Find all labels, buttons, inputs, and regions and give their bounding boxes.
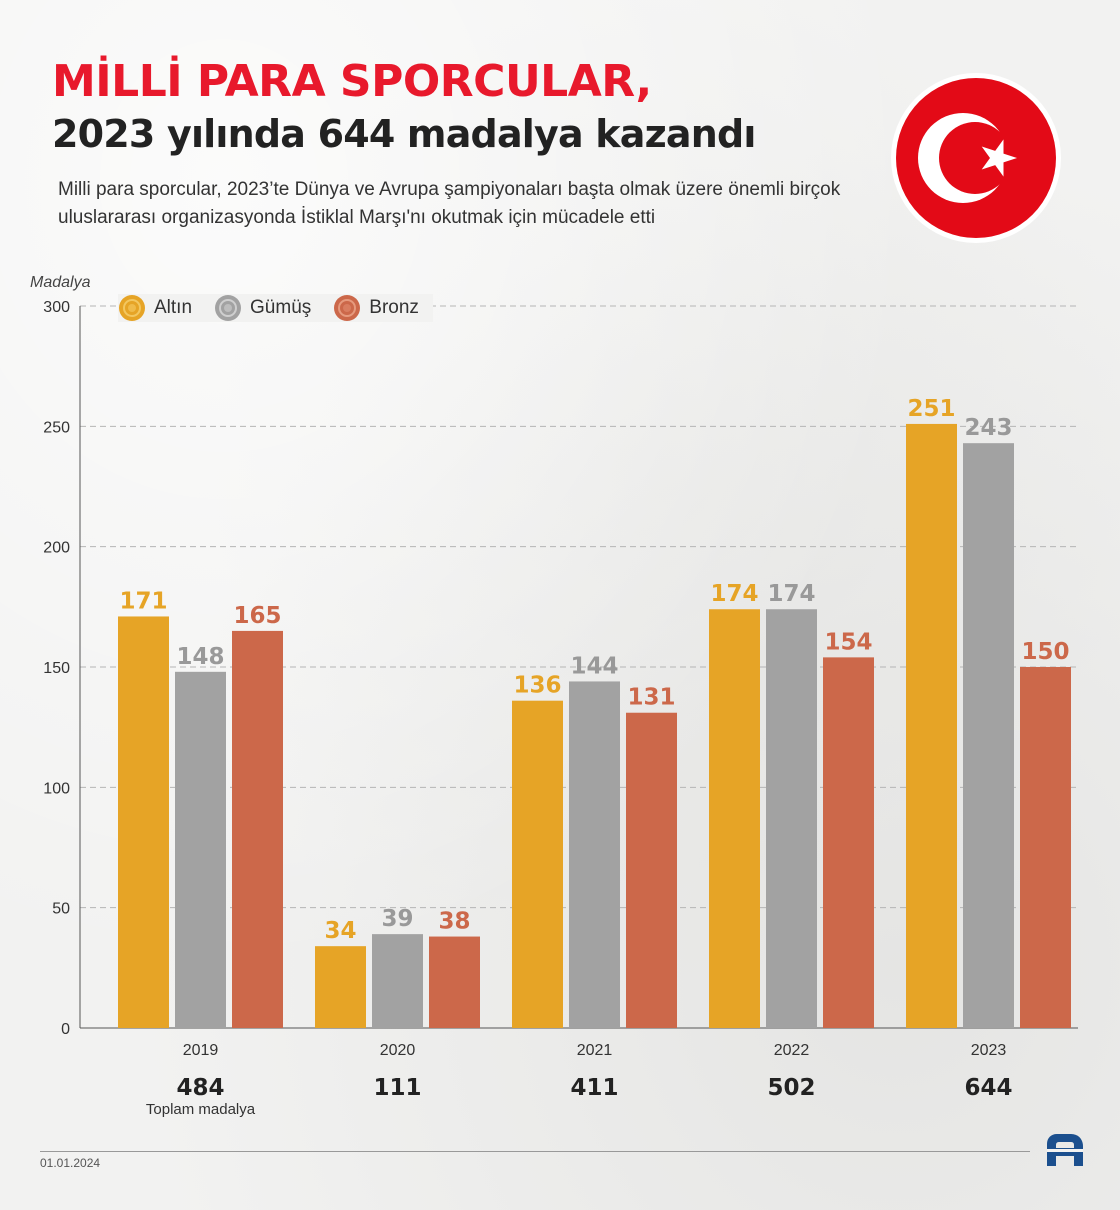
x-tick-label: 2021 [577, 1042, 613, 1059]
bar-silver-2019 [175, 671, 226, 1028]
bar-gold-2021 [512, 700, 563, 1028]
legend-item-bronze: Bronz [333, 294, 419, 322]
bronze-medal-icon [334, 295, 361, 321]
bar-gold-2019 [118, 616, 169, 1028]
bar-gold-2022 [709, 609, 760, 1028]
data-label-silver-2021: 144 [570, 653, 618, 679]
total-value-2023: 644 [964, 1075, 1012, 1101]
y-tick-label: 200 [43, 540, 70, 557]
footer-divider [40, 1151, 1030, 1152]
page-title-line-2: 2023 yılında 644 madalya kazandı [52, 112, 756, 156]
y-tick-label: 150 [43, 660, 70, 677]
bar-gold-2023 [906, 423, 957, 1029]
bar-silver-2022 [766, 609, 817, 1028]
aa-logo-icon [1047, 1134, 1083, 1166]
x-tick-label: 2022 [774, 1042, 810, 1059]
totals-label: Toplam madalya [146, 1101, 256, 1118]
data-label-silver-2023: 243 [964, 415, 1012, 441]
data-label-gold-2020: 34 [324, 918, 356, 944]
bar-silver-2023 [963, 443, 1014, 1028]
data-label-bronze-2022: 154 [824, 629, 872, 655]
bar-chart: Madalya 0 50 100 150 200 250 300 171 148 165 2019 48… [30, 274, 1078, 1118]
y-tick-label: 100 [43, 780, 70, 797]
data-label-gold-2023: 251 [907, 396, 955, 422]
data-label-bronze-2021: 131 [627, 685, 675, 711]
legend-item-gold: Altın [118, 294, 192, 322]
data-label-silver-2019: 148 [176, 644, 224, 670]
total-value-2021: 411 [570, 1075, 618, 1101]
data-label-bronze-2023: 150 [1021, 639, 1069, 665]
y-tick-label: 300 [43, 299, 70, 316]
x-tick-label: 2019 [183, 1042, 219, 1059]
data-label-gold-2021: 136 [513, 673, 561, 699]
x-tick-label: 2020 [380, 1042, 416, 1059]
legend: Altın Gümüş Bronz [118, 294, 433, 322]
bar-bronze-2021 [626, 712, 677, 1028]
x-tick-label: 2023 [971, 1042, 1007, 1059]
bar-bronze-2019 [232, 630, 283, 1028]
turkish-flag-icon [891, 73, 1061, 243]
y-axis-title: Madalya [30, 274, 91, 291]
legend-label-silver: Gümüş [250, 297, 312, 318]
publish-date: 01.01.2024 [40, 1156, 101, 1170]
y-tick-label: 0 [61, 1021, 70, 1038]
data-label-silver-2022: 174 [767, 581, 815, 607]
bar-gold-2020 [315, 946, 366, 1028]
data-label-gold-2019: 171 [119, 588, 167, 614]
legend-label-bronze: Bronz [369, 297, 419, 318]
y-tick-label: 50 [52, 901, 70, 918]
total-value-2019: 484 [176, 1075, 224, 1101]
legend-label-gold: Altın [154, 297, 193, 318]
bar-bronze-2023 [1020, 667, 1071, 1028]
silver-medal-icon [215, 295, 242, 321]
bar-silver-2021 [569, 681, 620, 1028]
bar-bronze-2020 [429, 936, 480, 1028]
bar-bronze-2022 [823, 657, 874, 1028]
data-label-silver-2020: 39 [381, 906, 413, 932]
y-tick-label: 250 [43, 419, 70, 436]
total-value-2020: 111 [373, 1075, 421, 1101]
page-title: MİLLİ PARA SPORCULAR, [52, 56, 652, 107]
data-label-gold-2022: 174 [710, 581, 758, 607]
page-subtitle: Milli para sporcular, 2023’te Dünya ve A… [58, 179, 841, 228]
data-label-bronze-2019: 165 [233, 603, 281, 629]
total-value-2022: 502 [767, 1075, 815, 1101]
data-label-bronze-2020: 38 [438, 909, 470, 935]
bar-silver-2020 [372, 934, 423, 1028]
gold-medal-icon [119, 295, 145, 321]
legend-item-silver: Gümüş [214, 294, 311, 322]
